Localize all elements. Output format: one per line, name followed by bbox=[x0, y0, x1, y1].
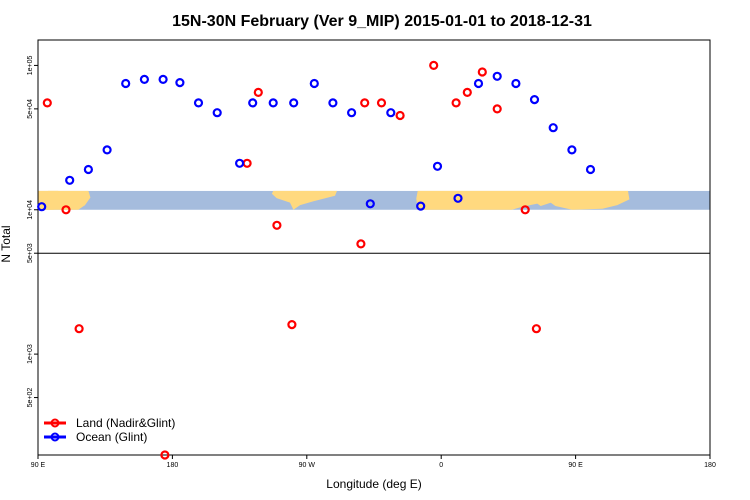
legend-marker-ocean bbox=[50, 432, 60, 442]
data-point bbox=[272, 220, 282, 230]
data-point bbox=[65, 175, 75, 185]
land-asia-east bbox=[46, 190, 60, 210]
data-point bbox=[473, 78, 484, 89]
x-tick-label: 90 W bbox=[299, 462, 316, 469]
data-point bbox=[451, 98, 461, 108]
data-point bbox=[453, 193, 463, 203]
legend-item-land: Land (Nadir&Glint) bbox=[44, 416, 175, 430]
data-point bbox=[416, 201, 426, 211]
data-point bbox=[567, 145, 577, 155]
legend-item-ocean: Ocean (Glint) bbox=[44, 430, 147, 444]
y-tick-label: 1e+05 bbox=[27, 55, 34, 75]
data-point bbox=[529, 94, 540, 105]
data-point bbox=[242, 158, 252, 168]
data-point bbox=[139, 74, 149, 85]
legend-label-land: Land (Nadir&Glint) bbox=[76, 416, 175, 430]
data-point bbox=[328, 98, 338, 108]
data-point bbox=[42, 98, 52, 108]
x-tick-label: 180 bbox=[167, 462, 179, 469]
plot-frame bbox=[37, 39, 711, 456]
data-point bbox=[74, 324, 84, 334]
legend: Land (Nadir&Glint) Ocean (Glint) bbox=[44, 416, 175, 444]
x-axis-label: Longitude (deg E) bbox=[326, 477, 421, 491]
data-point bbox=[175, 77, 185, 88]
x-tick-label: 90 E bbox=[568, 462, 583, 469]
data-point bbox=[477, 67, 487, 77]
data-point bbox=[429, 60, 439, 71]
y-tick-label: 5e+04 bbox=[27, 99, 34, 119]
data-point bbox=[289, 98, 299, 108]
data-point bbox=[356, 239, 366, 249]
data-point bbox=[531, 324, 542, 334]
legend-label-ocean: Ocean (Glint) bbox=[76, 430, 147, 444]
data-point bbox=[360, 98, 370, 108]
data-point bbox=[212, 108, 222, 118]
data-point bbox=[160, 450, 170, 460]
x-tick-label: 180 bbox=[704, 462, 716, 469]
land-africa-middle-east bbox=[416, 190, 630, 210]
data-point bbox=[376, 98, 387, 108]
data-point bbox=[193, 98, 204, 108]
x-axis: 90 E 180 90 W 0 90 E 180 bbox=[31, 455, 716, 469]
data-point bbox=[309, 78, 319, 89]
data-point bbox=[511, 78, 521, 89]
data-point bbox=[37, 202, 47, 212]
data-point bbox=[520, 205, 530, 215]
data-point bbox=[287, 320, 297, 330]
data-point bbox=[492, 104, 502, 114]
y-tick-label: 1e+04 bbox=[27, 200, 34, 220]
data-point bbox=[61, 205, 71, 215]
land-arabia-south bbox=[533, 196, 553, 206]
data-point bbox=[102, 145, 112, 155]
y-tick-label: 5e+02 bbox=[27, 388, 34, 408]
data-point bbox=[462, 87, 472, 98]
data-point bbox=[585, 164, 596, 175]
data-point bbox=[235, 158, 245, 168]
data-point bbox=[347, 108, 357, 118]
land-americas bbox=[271, 190, 337, 210]
series-0 bbox=[42, 60, 542, 460]
y-tick-label: 5e+03 bbox=[27, 243, 34, 263]
data-point bbox=[268, 98, 278, 108]
series-1 bbox=[37, 71, 596, 212]
data-point bbox=[386, 108, 396, 118]
y-axis: 5e+02 1e+03 5e+03 1e+04 5e+04 1e+05 bbox=[27, 55, 38, 407]
data-point bbox=[492, 71, 502, 81]
y-tick-label: 1e+03 bbox=[27, 344, 34, 364]
data-point bbox=[432, 161, 443, 171]
data-point bbox=[253, 87, 263, 98]
chart-title: 15N-30N February (Ver 9_MIP) 2015-01-01 … bbox=[172, 13, 592, 30]
world-map-band bbox=[38, 190, 710, 210]
data-point bbox=[83, 164, 94, 175]
data-point bbox=[395, 110, 405, 121]
data-point bbox=[121, 78, 131, 89]
y-axis-label: N Total bbox=[0, 225, 13, 262]
data-point bbox=[248, 98, 258, 108]
data-point bbox=[548, 123, 558, 133]
legend-marker-land bbox=[50, 418, 60, 428]
x-tick-label: 0 bbox=[439, 462, 443, 469]
data-point bbox=[158, 74, 168, 85]
data-points bbox=[37, 60, 596, 460]
data-point bbox=[365, 199, 375, 209]
x-tick-label: 90 E bbox=[31, 462, 46, 469]
